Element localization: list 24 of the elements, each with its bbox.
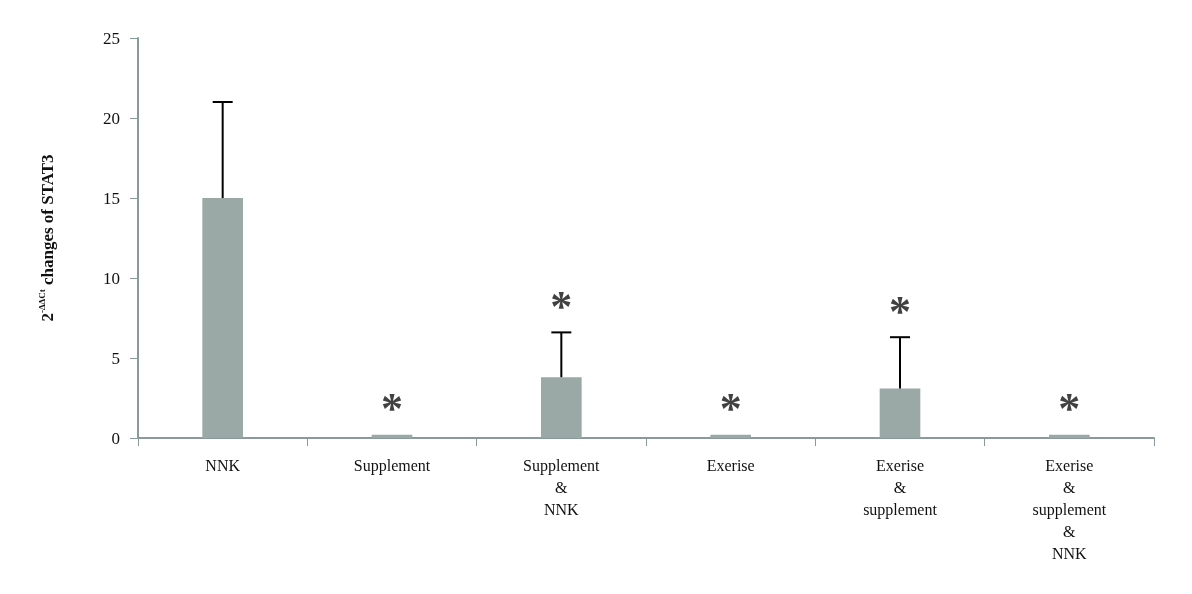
annotation: * xyxy=(719,384,742,434)
y-axis-title: 2-ΔΔCt changes of STAT3 xyxy=(36,154,57,322)
y-tick-label: 5 xyxy=(111,348,120,368)
x-tick-label: NNK xyxy=(205,456,241,474)
x-tick-label: Exerise xyxy=(706,456,755,474)
annotation: * xyxy=(550,281,573,331)
annotation: * xyxy=(381,384,403,434)
bar xyxy=(710,434,751,438)
bar xyxy=(1049,434,1090,438)
annotation: * xyxy=(889,286,911,336)
y-tick-label: 25 xyxy=(103,28,120,48)
bar xyxy=(879,388,921,438)
y-tick-label: 10 xyxy=(103,268,120,288)
bar xyxy=(202,198,243,438)
x-tick-label: Supplement & NNK xyxy=(523,456,601,518)
y-tick-label: 20 xyxy=(103,108,120,128)
y-tick-label: 0 xyxy=(111,428,120,448)
y-tick-label: 15 xyxy=(103,188,120,208)
x-tick-label: Exerise & supplement & NNK xyxy=(1032,456,1107,562)
x-tick-label: Exerise & supplement xyxy=(863,456,938,519)
bar xyxy=(541,377,582,438)
bar xyxy=(371,434,413,438)
annotation: * xyxy=(1058,384,1081,434)
x-tick-label: Supplement xyxy=(353,456,431,475)
